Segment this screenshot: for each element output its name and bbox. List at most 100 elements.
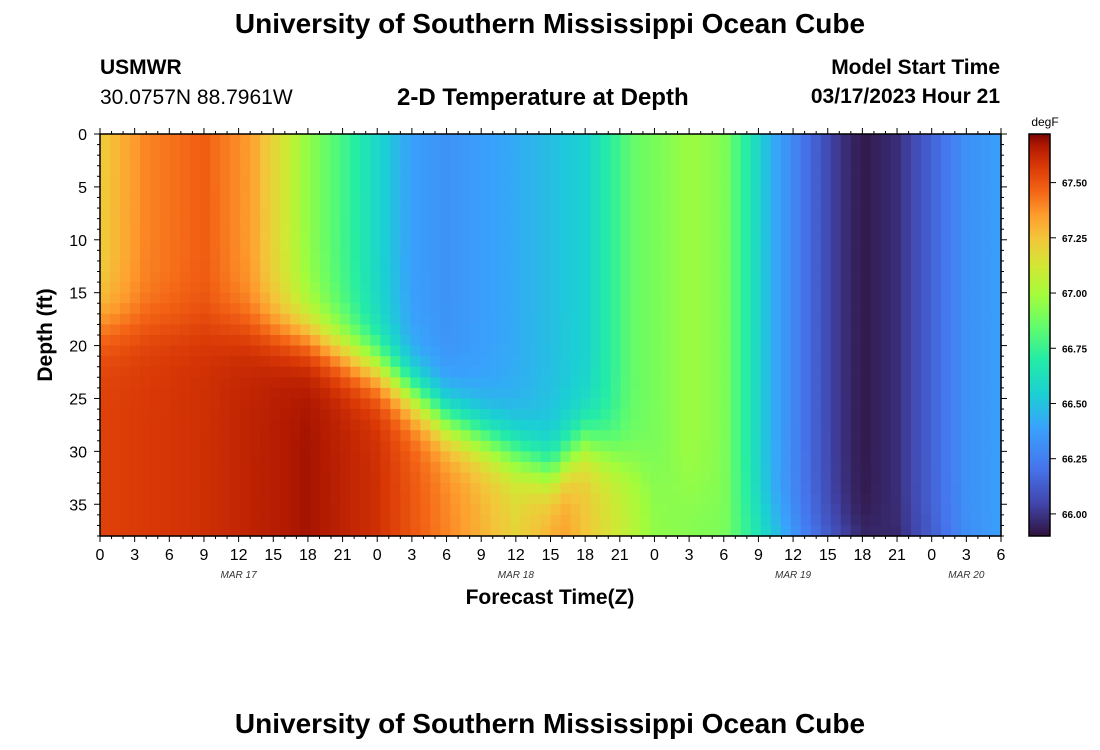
- heatmap-cell: [200, 218, 211, 230]
- heatmap-cell: [230, 155, 241, 167]
- heatmap-cell: [940, 419, 952, 431]
- heatmap-cell: [470, 335, 482, 347]
- heatmap-cell: [680, 483, 692, 495]
- heatmap-cell: [980, 493, 992, 505]
- heatmap-cell: [860, 504, 872, 516]
- heatmap-cell: [850, 366, 862, 378]
- heatmap-cell: [840, 493, 852, 505]
- heatmap-cell: [260, 409, 271, 421]
- heatmap-cell: [300, 250, 311, 262]
- heatmap-cell: [330, 208, 341, 220]
- heatmap-cell: [160, 345, 171, 357]
- heatmap-cell: [590, 260, 602, 273]
- heatmap-cell: [550, 218, 562, 230]
- heatmap-cell: [570, 345, 582, 357]
- heatmap-cell: [780, 218, 792, 230]
- heatmap-cell: [950, 324, 962, 336]
- heatmap-cell: [330, 155, 341, 167]
- heatmap-cell: [360, 271, 371, 283]
- heatmap-cell: [180, 398, 191, 410]
- heatmap-cell: [610, 409, 622, 421]
- heatmap-cell: [250, 451, 261, 463]
- heatmap-cell: [840, 292, 852, 304]
- heatmap-cell: [460, 208, 472, 220]
- heatmap-cell: [480, 271, 492, 283]
- heatmap-cell: [220, 134, 231, 146]
- heatmap-cell: [750, 218, 762, 230]
- heatmap-cell: [340, 440, 351, 452]
- heatmap-cell: [690, 303, 702, 315]
- heatmap-cell: [570, 419, 582, 431]
- heatmap-cell: [910, 356, 922, 368]
- heatmap-cell: [830, 303, 842, 315]
- heatmap-cell: [770, 525, 782, 537]
- heatmap-cell: [490, 398, 502, 410]
- heatmap-cell: [520, 366, 532, 378]
- heatmap-cell: [940, 260, 952, 273]
- heatmap-cell: [280, 271, 291, 283]
- model-start-value: 03/17/2023 Hour 21: [810, 85, 1000, 108]
- heatmap-cell: [620, 176, 632, 188]
- heatmap-cell: [480, 165, 492, 177]
- heatmap-cell: [400, 155, 411, 167]
- heatmap-cell: [420, 335, 431, 347]
- heatmap-cell: [350, 218, 361, 230]
- heatmap-cell: [550, 419, 562, 431]
- heatmap-cell: [670, 229, 682, 241]
- heatmap-cell: [440, 208, 451, 220]
- heatmap-cell: [290, 493, 301, 505]
- heatmap-cell: [170, 208, 181, 220]
- heatmap-cell: [120, 155, 131, 167]
- heatmap-cell: [590, 472, 602, 484]
- heatmap-cell: [860, 208, 872, 220]
- heatmap-cell: [110, 366, 121, 378]
- heatmap-cell: [220, 282, 231, 294]
- heatmap-cell: [750, 229, 762, 241]
- heatmap-cell: [780, 345, 792, 357]
- heatmap-cell: [650, 229, 662, 241]
- heatmap-cell: [980, 409, 992, 421]
- heatmap-cell: [370, 218, 381, 230]
- heatmap-cell: [370, 144, 381, 156]
- heatmap-cell: [390, 197, 401, 209]
- heatmap-cell: [820, 165, 832, 177]
- heatmap-cell: [620, 324, 632, 336]
- heatmap-cell: [600, 525, 612, 537]
- heatmap-cell: [110, 440, 121, 452]
- heatmap-cell: [260, 387, 271, 400]
- heatmap-cell: [350, 493, 361, 505]
- heatmap-cell: [660, 208, 672, 220]
- heatmap-cell: [810, 377, 822, 389]
- heatmap-cell: [450, 483, 461, 495]
- heatmap-cell: [850, 292, 862, 304]
- heatmap-cell: [560, 504, 572, 516]
- heatmap-cell: [870, 282, 882, 294]
- heatmap-cell: [870, 260, 882, 273]
- heatmap-cell: [120, 271, 131, 283]
- heatmap-cell: [110, 186, 121, 199]
- heatmap-cell: [470, 197, 482, 209]
- heatmap-cell: [160, 514, 171, 527]
- heatmap-cell: [670, 144, 682, 156]
- heatmap-cell: [220, 176, 231, 188]
- heatmap-cell: [470, 493, 482, 505]
- heatmap-cell: [370, 504, 381, 516]
- heatmap-cell: [510, 324, 522, 336]
- heatmap-cell: [490, 208, 502, 220]
- heatmap-cell: [390, 366, 401, 378]
- heatmap-cell: [800, 165, 812, 177]
- heatmap-cell: [140, 144, 151, 156]
- heatmap-cell: [220, 461, 231, 474]
- heatmap-cell: [180, 493, 191, 505]
- heatmap-cell: [870, 514, 882, 527]
- heatmap-cell: [140, 514, 151, 527]
- heatmap-cell: [820, 514, 832, 527]
- heatmap-cell: [270, 165, 281, 177]
- heatmap-cell: [400, 229, 411, 241]
- heatmap-cell: [490, 313, 502, 326]
- heatmap-cell: [140, 197, 151, 209]
- heatmap-cell: [560, 472, 572, 484]
- heatmap-cell: [110, 165, 121, 177]
- heatmap-cell: [380, 218, 391, 230]
- heatmap-cell: [530, 356, 542, 368]
